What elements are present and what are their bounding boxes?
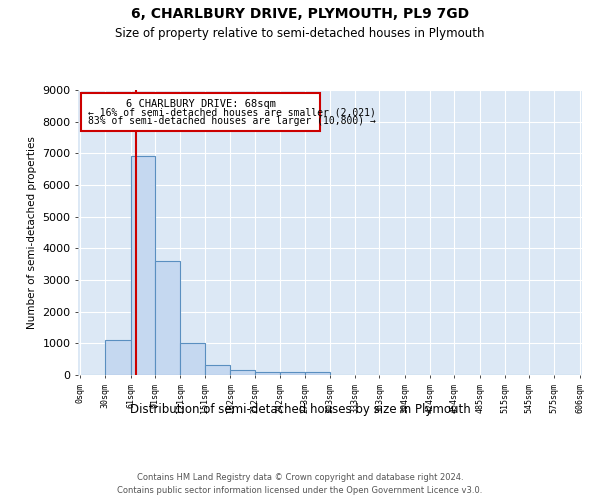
Text: 6 CHARLBURY DRIVE: 68sqm: 6 CHARLBURY DRIVE: 68sqm (126, 99, 276, 109)
Text: Size of property relative to semi-detached houses in Plymouth: Size of property relative to semi-detach… (115, 28, 485, 40)
Text: 83% of semi-detached houses are larger (10,800) →: 83% of semi-detached houses are larger (… (88, 116, 376, 126)
Bar (105, 340, 131, 375)
Text: ← 16% of semi-detached houses are smaller (2,021): ← 16% of semi-detached houses are smalle… (88, 108, 376, 118)
Bar (255, 372, 280, 375)
Bar (155, 261, 180, 375)
Text: Contains public sector information licensed under the Open Government Licence v3: Contains public sector information licen… (118, 486, 482, 495)
Bar (205, 364, 230, 375)
Text: Distribution of semi-detached houses by size in Plymouth: Distribution of semi-detached houses by … (130, 402, 470, 415)
Bar (305, 372, 330, 375)
FancyBboxPatch shape (81, 93, 320, 131)
Y-axis label: Number of semi-detached properties: Number of semi-detached properties (26, 136, 37, 329)
Text: Contains HM Land Registry data © Crown copyright and database right 2024.: Contains HM Land Registry data © Crown c… (137, 472, 463, 482)
Bar (280, 372, 305, 375)
Bar (230, 370, 255, 375)
Bar (131, 156, 155, 375)
Text: 6, CHARLBURY DRIVE, PLYMOUTH, PL9 7GD: 6, CHARLBURY DRIVE, PLYMOUTH, PL9 7GD (131, 8, 469, 22)
Bar (180, 344, 205, 375)
